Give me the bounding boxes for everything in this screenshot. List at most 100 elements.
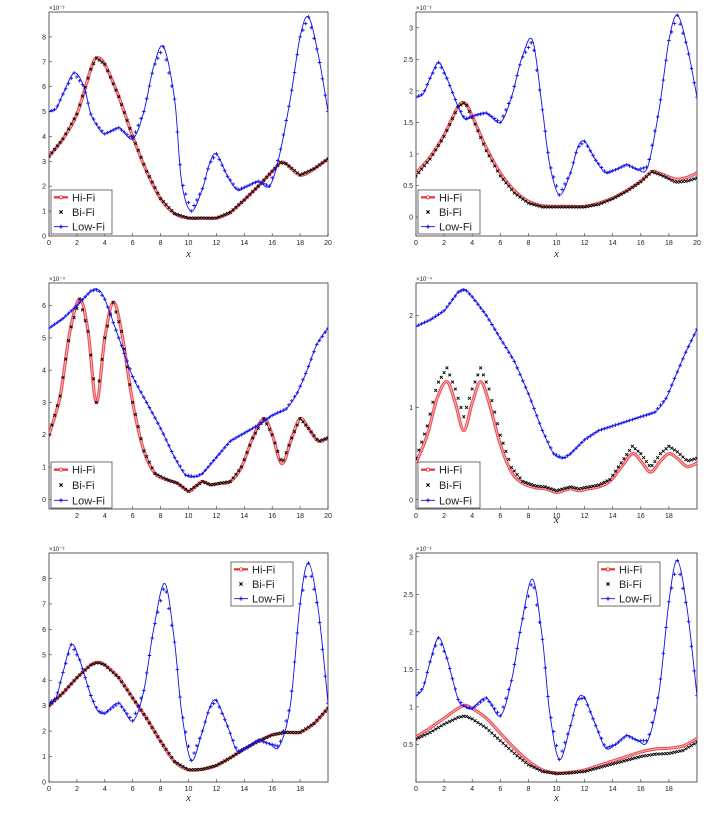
low-fi-marker bbox=[422, 320, 427, 325]
low-fi-marker bbox=[594, 723, 598, 728]
bi-fi-marker bbox=[450, 380, 455, 384]
bi-fi-marker bbox=[518, 476, 522, 480]
low-fi-marker bbox=[169, 449, 174, 454]
low-fi-marker bbox=[591, 432, 595, 437]
low-fi-marker bbox=[428, 660, 432, 664]
bi-fi-marker bbox=[142, 449, 146, 453]
low-fi-marker bbox=[119, 128, 124, 132]
low-fi-marker bbox=[242, 431, 247, 435]
low-fi-marker bbox=[588, 709, 593, 714]
bi-fi-marker bbox=[239, 200, 244, 205]
bi-fi-marker bbox=[183, 487, 188, 491]
bi-fi-marker bbox=[473, 719, 477, 723]
bi-fi-marker bbox=[290, 730, 294, 735]
low-fi-marker bbox=[509, 95, 514, 99]
bi-fi-marker bbox=[498, 738, 503, 743]
low-fi-marker bbox=[69, 76, 74, 81]
x-tick-label: 4 bbox=[103, 786, 107, 793]
bi-fi-marker bbox=[295, 171, 300, 175]
low-fi-marker bbox=[498, 120, 503, 125]
bi-fi-marker bbox=[209, 765, 213, 769]
low-fi-marker bbox=[298, 35, 302, 39]
low-fi-marker bbox=[167, 606, 171, 611]
low-fi-marker bbox=[281, 133, 286, 137]
bi-fi-marker bbox=[203, 480, 207, 485]
x-tick-label: 18 bbox=[296, 240, 304, 247]
bi-fi-marker bbox=[549, 205, 553, 209]
low-fi-marker bbox=[239, 432, 244, 437]
low-fi-marker bbox=[686, 52, 691, 56]
y-tick-label: 1.5 bbox=[403, 667, 413, 674]
low-fi-marker bbox=[66, 652, 71, 656]
bi-fi-marker bbox=[661, 449, 665, 453]
bi-fi-marker bbox=[86, 76, 90, 80]
bi-fi-marker bbox=[568, 485, 573, 489]
low-fi-marker bbox=[119, 704, 124, 709]
bi-fi-marker bbox=[495, 736, 500, 740]
low-fi-marker bbox=[492, 116, 497, 121]
low-fi-marker bbox=[416, 693, 418, 698]
low-fi-marker bbox=[487, 699, 491, 704]
bi-fi-marker bbox=[653, 459, 657, 464]
bi-fi-marker bbox=[436, 380, 441, 384]
x-axis-label: x bbox=[185, 248, 191, 260]
bi-fi-marker bbox=[170, 479, 174, 484]
low-fi-marker bbox=[323, 93, 328, 97]
bi-fi-marker bbox=[220, 214, 224, 218]
low-fi-marker bbox=[669, 30, 674, 34]
low-fi-marker bbox=[197, 192, 202, 197]
bi-fi-marker bbox=[209, 216, 213, 220]
bi-fi-marker bbox=[532, 483, 536, 488]
low-fi-marker bbox=[130, 374, 135, 379]
bi-fi-marker bbox=[667, 177, 671, 181]
low-fi-marker bbox=[309, 357, 314, 361]
bi-fi-marker bbox=[170, 208, 174, 213]
low-fi-marker bbox=[599, 165, 604, 170]
bi-fi-marker bbox=[537, 204, 542, 208]
y-tick-label: 0 bbox=[409, 497, 413, 504]
axis-exponent: ×10⁻³ bbox=[416, 547, 431, 553]
bi-fi-marker bbox=[234, 752, 238, 756]
bi-fi-marker bbox=[253, 431, 258, 435]
bi-fi-marker bbox=[658, 752, 663, 756]
panel-5: 0 2 4 6 8 10 12 14 16 18012345678×10⁻³xHi-FiBi-Fi… bbox=[42, 547, 329, 804]
low-fi-marker bbox=[164, 590, 168, 594]
low-fi-marker bbox=[292, 660, 297, 664]
bi-fi-marker bbox=[608, 198, 612, 202]
low-fi-marker bbox=[675, 13, 680, 17]
bi-fi-marker bbox=[144, 169, 149, 174]
legend-label-low-fi: Low-Fi bbox=[439, 222, 472, 234]
plot-area bbox=[416, 13, 697, 209]
x-tick-label: 2 bbox=[442, 786, 446, 793]
low-fi-marker bbox=[487, 113, 491, 117]
bi-fi-marker bbox=[487, 387, 491, 391]
plot-area bbox=[49, 287, 328, 493]
low-fi-marker bbox=[144, 96, 149, 101]
low-fi-marker bbox=[442, 649, 446, 654]
bi-fi-marker bbox=[596, 202, 601, 207]
low-fi-marker bbox=[111, 320, 115, 325]
low-fi-marker bbox=[167, 71, 171, 75]
bi-fi-marker bbox=[144, 716, 149, 721]
low-fi-marker bbox=[164, 438, 168, 442]
bi-fi-marker bbox=[58, 394, 62, 398]
bi-fi-marker bbox=[594, 483, 598, 488]
low-fi-marker bbox=[445, 76, 449, 81]
low-fi-marker bbox=[306, 15, 311, 19]
bi-fi-marker bbox=[664, 751, 668, 756]
bi-fi-marker bbox=[610, 197, 615, 201]
legend-label-hi-fi: Hi-Fi bbox=[252, 564, 275, 576]
bi-fi-marker bbox=[175, 481, 180, 485]
low-fi-marker bbox=[689, 644, 694, 649]
low-fi-marker bbox=[512, 84, 517, 89]
legend-label-hi-fi: Hi-Fi bbox=[72, 465, 95, 477]
x-tick-label: 6 bbox=[498, 513, 502, 520]
bi-fi-marker bbox=[306, 169, 311, 174]
bi-fi-marker bbox=[591, 484, 595, 488]
low-fi-marker bbox=[236, 749, 241, 753]
bi-fi-marker bbox=[501, 177, 505, 182]
low-fi-marker bbox=[478, 112, 483, 117]
low-fi-marker bbox=[108, 312, 113, 317]
bi-fi-marker bbox=[490, 398, 494, 403]
bi-fi-marker bbox=[577, 486, 581, 491]
